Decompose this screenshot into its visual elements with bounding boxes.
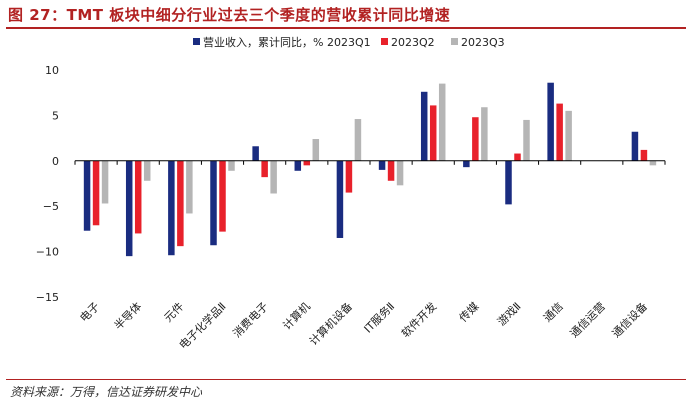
y-tick-label: −5	[43, 200, 59, 213]
legend-label-1: 营业收入，累计同比，% 2023Q1	[203, 35, 371, 49]
source-rule	[6, 379, 686, 380]
source-note: 资料来源：万得，信达证券研发中心	[10, 385, 203, 399]
y-tick-label: 5	[52, 109, 59, 122]
bar-series1-7	[378, 160, 386, 170]
bar-series2-0	[92, 160, 100, 226]
bar-series2-1	[134, 160, 142, 234]
legend-label-2: 2023Q2	[391, 36, 435, 49]
bar-series1-13	[631, 131, 639, 161]
bar-series1-3	[210, 160, 217, 246]
y-tick-label: −10	[36, 246, 59, 259]
bar-series2-11	[556, 103, 563, 161]
category-label-6: 计算机设备	[306, 299, 355, 348]
legend-label-3: 2023Q3	[461, 36, 505, 49]
bar-series2-4	[261, 160, 268, 178]
category-label-2: 元件	[162, 300, 187, 325]
bar-series2-5	[303, 160, 311, 166]
bar-series3-3	[228, 160, 235, 171]
bar-series2-9	[472, 117, 479, 161]
bar-series2-13	[640, 149, 648, 161]
category-label-10: 游戏Ⅱ	[495, 300, 524, 329]
figure-title: 图 27：TMT 板块中细分行业过去三个季度的营收累计同比增速	[8, 6, 451, 24]
y-tick-label: 10	[45, 64, 59, 77]
bar-series3-0	[101, 160, 109, 204]
bar-series2-7	[387, 160, 395, 181]
category-label-0: 电子	[77, 300, 102, 325]
category-label-11: 通信	[541, 300, 566, 325]
y-tick-label: −15	[36, 291, 59, 304]
bar-series1-2	[168, 160, 175, 256]
bar-series1-11	[547, 82, 554, 161]
bar-series2-3	[219, 160, 226, 232]
category-label-7: IT服务Ⅱ	[362, 300, 398, 336]
legend-swatch-3	[451, 38, 458, 45]
bar-series1-6	[336, 160, 344, 238]
bar-series1-4	[252, 146, 259, 161]
bar-series3-5	[312, 139, 320, 161]
title-rule	[6, 27, 686, 29]
category-label-12: 通信运营	[567, 299, 608, 340]
chart-legend: 营业收入，累计同比，% 2023Q1 2023Q2 2023Q3	[193, 35, 505, 49]
bars-layer	[83, 82, 657, 257]
bar-series1-1	[125, 160, 133, 257]
bar-series3-6	[354, 119, 362, 161]
bar-series3-10	[523, 119, 530, 161]
bar-series3-7	[396, 160, 404, 186]
bar-series2-8	[429, 105, 437, 161]
bar-series3-2	[186, 160, 193, 214]
legend-swatch-1	[193, 38, 200, 45]
bar-series2-10	[514, 153, 521, 161]
bar-series3-13	[649, 160, 657, 166]
bar-series3-8	[438, 83, 446, 161]
category-label-4: 消费电子	[230, 299, 271, 340]
bar-series2-6	[345, 160, 353, 193]
bar-series1-5	[294, 160, 302, 171]
bar-series1-0	[83, 160, 91, 231]
category-label-8: 软件开发	[398, 299, 439, 340]
bar-series1-8	[420, 91, 428, 161]
category-label-5: 计算机	[280, 299, 313, 332]
y-tick-label: 0	[52, 155, 59, 168]
zero-axis	[74, 160, 666, 165]
category-label-13: 通信设备	[609, 299, 650, 340]
bar-series3-11	[565, 110, 572, 161]
category-label-1: 半导体	[111, 299, 144, 332]
bar-series1-9	[463, 160, 470, 168]
category-label-9: 传媒	[457, 300, 482, 325]
bar-series3-9	[481, 107, 488, 161]
bar-series2-2	[177, 160, 184, 247]
legend-swatch-2	[381, 38, 388, 45]
bar-series3-1	[143, 160, 151, 181]
bar-series1-10	[505, 160, 512, 205]
y-axis: 10 5 0 −5 −10 −15	[36, 64, 59, 304]
bar-series3-4	[270, 160, 277, 194]
